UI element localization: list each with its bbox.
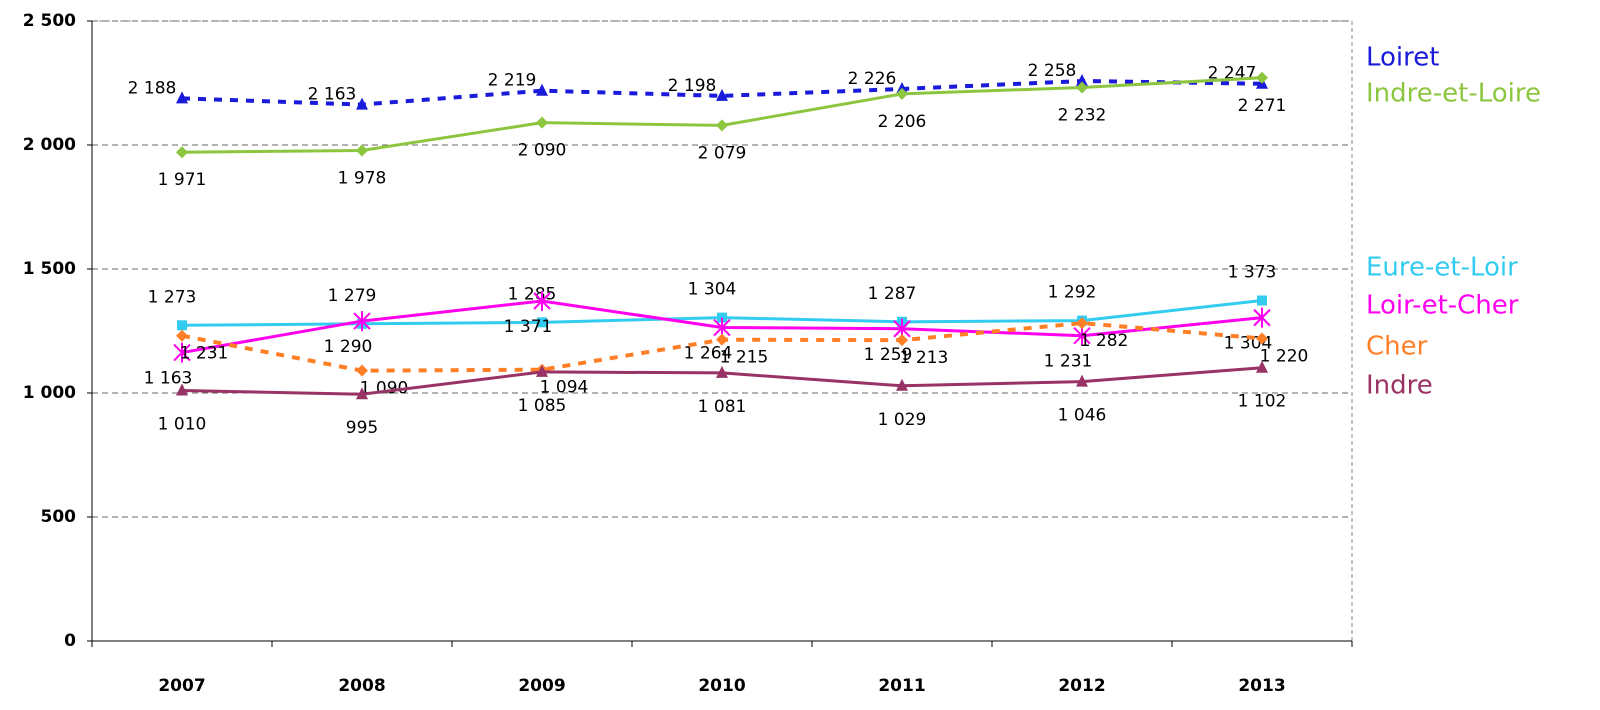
value-label: 1 102 — [1238, 392, 1287, 412]
marker — [716, 365, 728, 378]
value-label: 1 231 — [1044, 352, 1093, 372]
value-label: 2 219 — [488, 71, 537, 91]
marker — [1256, 332, 1268, 345]
marker — [716, 119, 728, 132]
value-label: 1 094 — [540, 378, 589, 398]
x-tick-label: 2010 — [698, 676, 745, 696]
marker — [896, 87, 908, 100]
value-label: 1 373 — [1228, 262, 1277, 282]
marker — [176, 146, 188, 159]
value-label: 2 079 — [698, 143, 747, 163]
value-label: 2 188 — [128, 78, 177, 98]
marker — [176, 329, 188, 342]
marker — [356, 387, 368, 400]
marker — [896, 334, 908, 347]
marker — [1076, 81, 1088, 94]
x-tick-label: 2007 — [158, 676, 205, 696]
x-tick-label: 2009 — [518, 676, 565, 696]
value-label: 2 198 — [668, 76, 717, 96]
value-label: 2 163 — [308, 85, 357, 105]
legend-entry: Cher — [1366, 332, 1428, 362]
marker — [177, 320, 187, 331]
y-tick-label: 500 — [41, 507, 77, 527]
x-tick-label: 2011 — [878, 676, 925, 696]
value-label: 1 085 — [518, 396, 567, 416]
value-label: 1 978 — [338, 168, 387, 188]
y-tick-label: 0 — [64, 631, 76, 651]
y-tick-label: 1 500 — [23, 259, 76, 279]
x-tick-label: 2012 — [1058, 676, 1105, 696]
value-label: 1 215 — [720, 348, 769, 368]
marker — [1076, 374, 1088, 387]
marker — [1257, 295, 1267, 306]
marker — [536, 364, 548, 377]
marker — [176, 91, 188, 104]
value-label: 1 259 — [864, 345, 913, 365]
marker — [536, 83, 548, 96]
marker — [716, 88, 728, 101]
value-label: 2 271 — [1238, 96, 1287, 116]
x-tick-label: 2008 — [338, 676, 385, 696]
value-label: 1 213 — [900, 348, 949, 368]
value-label: 1 010 — [158, 415, 207, 435]
value-label: 1 220 — [1260, 346, 1309, 366]
value-label: 1 292 — [1048, 283, 1097, 303]
marker — [173, 342, 191, 363]
value-label: 1 290 — [324, 337, 373, 357]
y-tick-label: 2 500 — [23, 11, 76, 31]
y-tick-label: 2 000 — [23, 135, 76, 155]
marker — [176, 383, 188, 396]
value-label: 1 304 — [688, 280, 737, 300]
marker — [1256, 71, 1268, 84]
marker — [1253, 307, 1271, 328]
marker — [356, 97, 368, 110]
legend-entry: Eure-et-Loir — [1366, 253, 1518, 283]
legend-entry: Indre — [1366, 371, 1433, 401]
value-label: 1 971 — [158, 170, 207, 190]
marker — [1076, 74, 1088, 87]
value-label: 1 163 — [144, 369, 193, 389]
marker — [536, 116, 548, 129]
value-label: 1 273 — [148, 287, 197, 307]
value-label: 2 206 — [878, 112, 927, 132]
marker — [353, 311, 371, 332]
legend-entry: Loir-et-Cher — [1366, 291, 1519, 321]
y-tick-label: 1 000 — [23, 383, 76, 403]
value-label: 2 258 — [1028, 61, 1077, 81]
value-label: 2 090 — [518, 141, 567, 161]
value-label: 1 287 — [868, 284, 917, 304]
marker — [356, 144, 368, 157]
value-label: 2 226 — [848, 69, 897, 89]
marker — [1076, 317, 1088, 330]
marker — [896, 378, 908, 391]
value-label: 1 231 — [180, 344, 229, 364]
value-label: 1 279 — [328, 286, 377, 306]
marker — [716, 333, 728, 346]
value-label: 1 282 — [1080, 331, 1129, 351]
x-tick-label: 2013 — [1238, 676, 1285, 696]
value-label: 2 232 — [1058, 105, 1107, 125]
value-label: 1 371 — [504, 317, 553, 337]
marker — [537, 317, 547, 328]
marker — [533, 290, 551, 311]
marker — [1256, 360, 1268, 373]
value-label: 1 264 — [684, 344, 733, 364]
value-label: 1 046 — [1058, 406, 1107, 426]
legend-entry: Indre-et-Loire — [1366, 79, 1541, 109]
value-label: 1 081 — [698, 397, 747, 417]
marker — [356, 364, 368, 377]
legend-entry: Loiret — [1366, 43, 1439, 73]
value-label: 995 — [346, 418, 378, 438]
value-label: 1 029 — [878, 410, 927, 430]
